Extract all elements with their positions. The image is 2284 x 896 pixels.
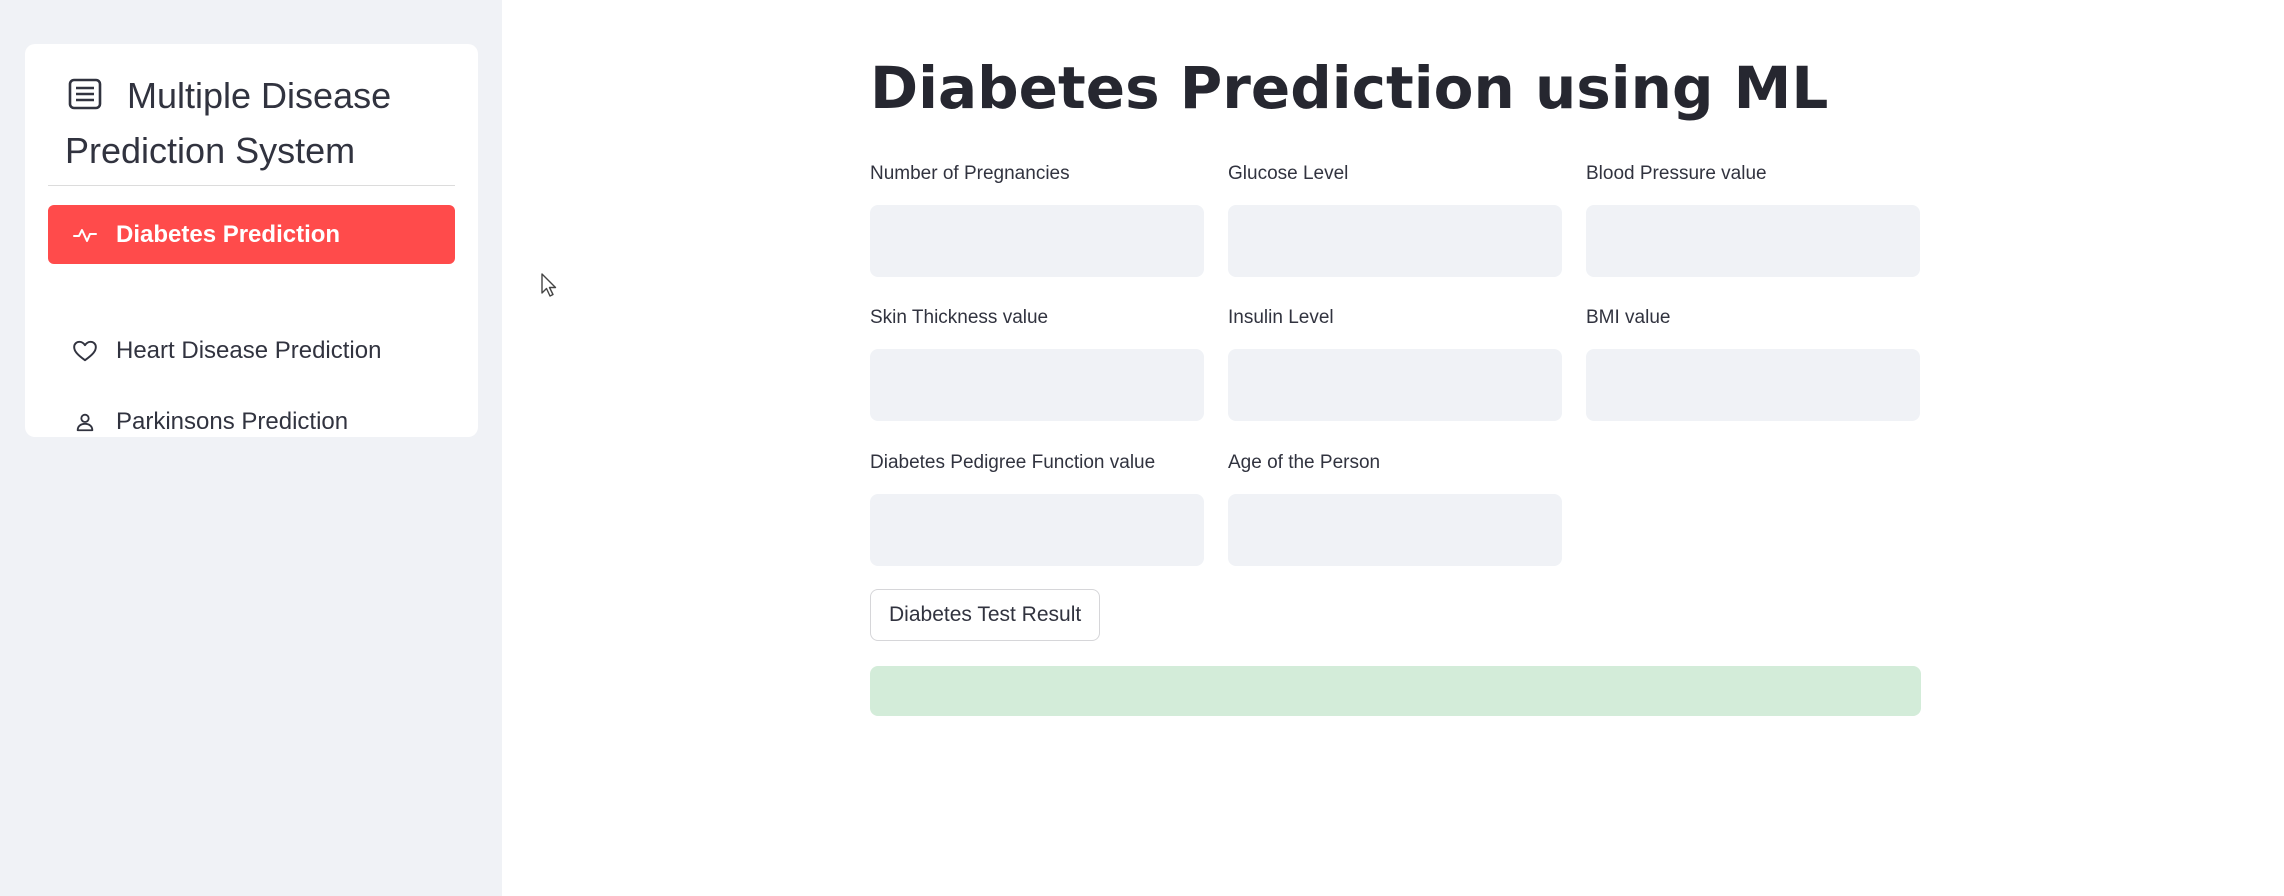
mouse-cursor-icon <box>541 273 559 299</box>
bmi-input[interactable] <box>1586 349 1920 421</box>
heart-icon <box>72 338 98 364</box>
blood-pressure-input[interactable] <box>1586 205 1920 277</box>
list-icon <box>67 72 103 110</box>
field-skin-thickness: Skin Thickness value <box>870 305 1204 421</box>
pregnancies-input[interactable] <box>870 205 1204 277</box>
insulin-input[interactable] <box>1228 349 1562 421</box>
field-label: Glucose Level <box>1228 163 1349 184</box>
field-insulin-level: Insulin Level <box>1228 305 1562 421</box>
diabetes-test-result-button[interactable]: Diabetes Test Result <box>870 589 1101 641</box>
menu-divider <box>48 185 455 186</box>
result-success-box <box>870 666 1921 716</box>
field-label: Insulin Level <box>1228 307 1334 328</box>
field-label: Number of Pregnancies <box>870 163 1070 184</box>
page-title: Diabetes Prediction using ML <box>870 54 1829 122</box>
menu-title-text: Multiple Disease Prediction System <box>65 75 392 171</box>
nav-item-label: Diabetes Prediction <box>116 220 341 248</box>
pedigree-input[interactable] <box>870 494 1204 566</box>
menu-title: Multiple Disease Prediction System <box>65 68 465 178</box>
field-label: Skin Thickness value <box>870 307 1049 328</box>
person-icon <box>72 409 98 435</box>
sidebar: Multiple Disease Prediction System Diabe… <box>0 0 502 896</box>
field-number-of-pregnancies: Number of Pregnancies <box>870 161 1204 277</box>
field-label: Blood Pressure value <box>1586 163 1767 184</box>
activity-icon <box>72 222 98 248</box>
nav-item-heart-disease-prediction[interactable]: Heart Disease Prediction <box>48 321 455 380</box>
field-label: BMI value <box>1586 307 1671 328</box>
field-bmi-value: BMI value <box>1586 305 1920 421</box>
age-input[interactable] <box>1228 494 1562 566</box>
field-diabetes-pedigree: Diabetes Pedigree Function value <box>870 450 1204 566</box>
option-menu: Multiple Disease Prediction System Diabe… <box>25 44 478 437</box>
field-blood-pressure: Blood Pressure value <box>1586 161 1920 277</box>
skin-thickness-input[interactable] <box>870 349 1204 421</box>
field-label: Diabetes Pedigree Function value <box>870 452 1156 473</box>
field-age-of-person: Age of the Person <box>1228 450 1562 566</box>
field-glucose-level: Glucose Level <box>1228 161 1562 277</box>
glucose-input[interactable] <box>1228 205 1562 277</box>
nav-item-parkinsons-prediction[interactable]: Parkinsons Prediction <box>48 392 455 451</box>
nav-item-label: Parkinsons Prediction <box>116 407 349 435</box>
field-label: Age of the Person <box>1228 452 1381 473</box>
main-content: Diabetes Prediction using ML Number of P… <box>502 0 2284 896</box>
nav-item-diabetes-prediction[interactable]: Diabetes Prediction <box>48 205 455 264</box>
nav-item-label: Heart Disease Prediction <box>116 336 382 364</box>
